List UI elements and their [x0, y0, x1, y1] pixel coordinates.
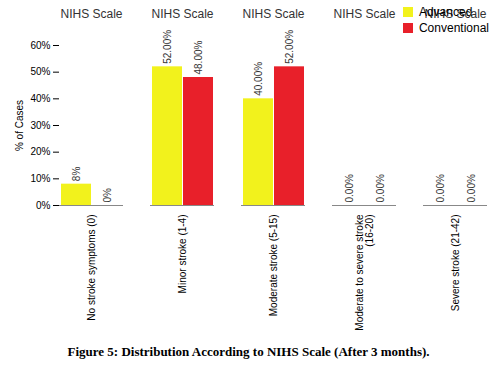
- svg-text:0%: 0%: [36, 200, 51, 211]
- svg-text:Moderate to severe stroke(16-2: Moderate to severe stroke(16-20): [354, 214, 375, 331]
- svg-text:40%: 40%: [30, 93, 50, 104]
- svg-text:NIHS Scale: NIHS Scale: [333, 7, 395, 21]
- svg-text:48.00%: 48.00%: [193, 40, 204, 74]
- svg-text:30%: 30%: [30, 120, 50, 131]
- svg-text:Moderate stroke (5-15): Moderate stroke (5-15): [268, 215, 279, 317]
- svg-text:0%: 0%: [102, 188, 113, 203]
- svg-text:60%: 60%: [30, 40, 50, 51]
- svg-text:Severe stroke (21-42): Severe stroke (21-42): [450, 215, 461, 312]
- svg-text:% of Cases: % of Cases: [14, 100, 25, 151]
- svg-text:0.00%: 0.00%: [375, 174, 386, 202]
- svg-text:0.00%: 0.00%: [344, 174, 355, 202]
- svg-text:NIHS Scale: NIHS Scale: [151, 7, 213, 21]
- svg-text:52.00%: 52.00%: [284, 30, 295, 64]
- svg-text:52.00%: 52.00%: [162, 30, 173, 64]
- svg-text:0.00%: 0.00%: [435, 174, 446, 202]
- html-text:Figure 5: Distribution Accordi: Figure 5: Distribution According to NIHS…: [67, 344, 430, 359]
- svg-text:50%: 50%: [30, 66, 50, 77]
- svg-text:8%: 8%: [71, 167, 82, 182]
- svg-text:10%: 10%: [30, 173, 50, 184]
- svg-text:20%: 20%: [30, 146, 50, 157]
- svg-text:Minor stroke (1-4): Minor stroke (1-4): [177, 215, 188, 294]
- svg-text:NIHS Scale: NIHS Scale: [242, 7, 304, 21]
- svg-text:NIHS Scale: NIHS Scale: [60, 7, 122, 21]
- svg-text:0.00%: 0.00%: [466, 174, 477, 202]
- html-text:Advanced: Advanced: [418, 5, 473, 19]
- html-text:Conventional: Conventional: [418, 21, 489, 35]
- svg-text:No stroke symptoms (0): No stroke symptoms (0): [86, 215, 97, 321]
- svg-text:40.00%: 40.00%: [253, 62, 264, 96]
